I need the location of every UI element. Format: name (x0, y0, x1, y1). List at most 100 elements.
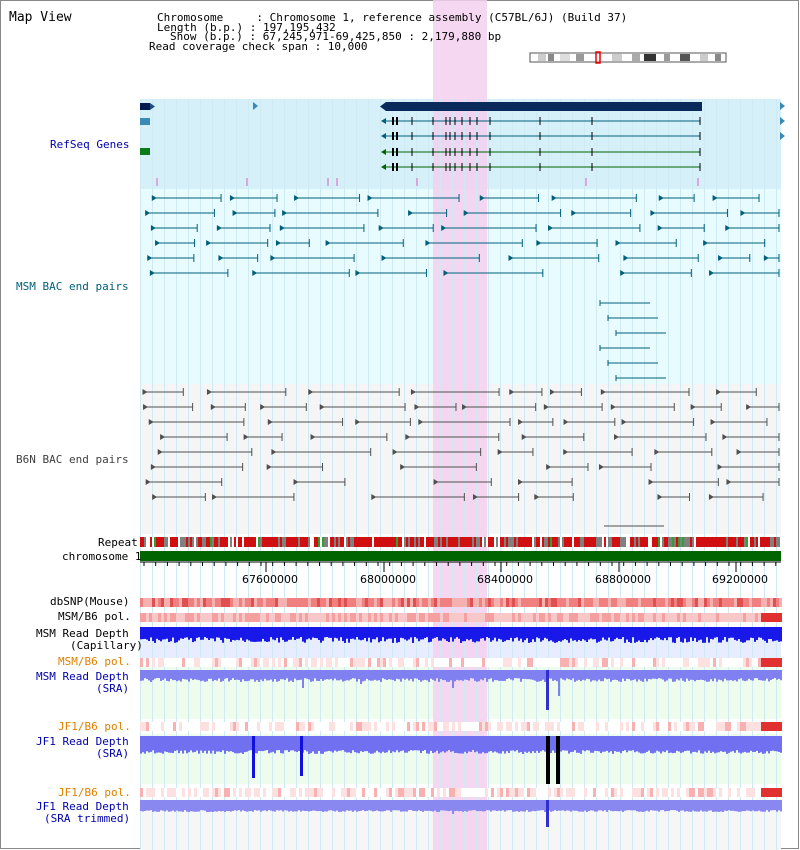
jf1-depth-sra-bar (226, 736, 228, 751)
msm-b6-pol-cell (662, 613, 665, 622)
dbsnp-cell (194, 598, 197, 607)
dbsnp-cell (569, 598, 572, 607)
msm-depth-cap-bar (636, 627, 638, 642)
jf1-b6-pol-cell (671, 788, 674, 797)
msm-depth-cap-bar (178, 627, 180, 641)
jf1-depth-sra-bar (724, 736, 726, 752)
jf1-depth-trim-bar (354, 800, 356, 811)
jf1-depth-trim-bar (334, 800, 336, 812)
jf1-depth-trim-bar (608, 800, 610, 811)
msm-b6-pol-cell (698, 613, 701, 622)
msm-depth-sra-bar (222, 670, 224, 681)
msm-depth-cap-bar (328, 627, 330, 638)
repeat-block (408, 537, 410, 547)
jf1-depth-sra-bar (420, 736, 422, 754)
jf1-depth-trim-bar (696, 800, 698, 812)
jf1-depth-trim-bar (520, 800, 522, 812)
msm-b6-pol-cell (173, 613, 176, 622)
jf1-depth-sra-bar (624, 736, 626, 751)
msm-depth-cap-bar (216, 627, 218, 638)
jf1-depth-trim-bar (722, 800, 724, 812)
msm-b6-pol-cell (362, 658, 365, 667)
refseq-gene-arrow (150, 103, 155, 110)
jf1-depth-trim-bar (330, 800, 332, 811)
jf1-depth-trim-bar (756, 800, 758, 812)
msm-depth-sra-bar (562, 670, 564, 680)
msm-b6-pol-cell (170, 613, 173, 622)
jf1-depth-sra-bar (452, 736, 454, 752)
msm-depth-sra-bar (406, 670, 408, 679)
msm-depth-cap-bar (430, 627, 432, 642)
msm-depth-sra-bar (304, 670, 306, 679)
msm-b6-pol-cell (260, 613, 263, 622)
track-label-jf1-depth-sra-sub: (SRA) (96, 747, 130, 760)
msm-b6-pol-cell (230, 613, 233, 622)
msm-b6-pol-cell (518, 658, 521, 667)
jf1-b6-pol-cell (680, 722, 683, 731)
repeat-block (434, 537, 436, 547)
msm-depth-sra-bar (262, 670, 264, 682)
jf1-depth-sra-bar (524, 736, 526, 752)
refseq-gene-arrow (780, 102, 785, 110)
msm-depth-sra-bar (368, 670, 370, 681)
msm-depth-cap-bar (360, 627, 362, 641)
msm-depth-sra-bar (454, 670, 456, 682)
msm-depth-sra-bar (474, 670, 476, 681)
msm-depth-cap-bar (730, 627, 732, 638)
jf1-depth-trim-bar (176, 800, 178, 811)
dbsnp-cell (197, 598, 200, 607)
jf1-depth-trim-bar (688, 800, 690, 812)
jf1-b6-pol-cell (368, 788, 371, 797)
b6n-bac-pair-end (648, 479, 654, 485)
msm-b6-pol-cell (641, 658, 644, 667)
jf1-depth-trim-bar (350, 800, 352, 811)
msm-b6-pol-cell (215, 658, 218, 667)
jf1-depth-sra-bar (152, 736, 154, 751)
msm-depth-sra-bar (570, 670, 572, 681)
track-label-msm-bac[interactable]: MSM BAC end pairs (16, 280, 129, 293)
jf1-b6-pol-cell (212, 722, 215, 731)
jf1-depth-sra-bar (518, 736, 520, 753)
msm-depth-sra-bar (702, 670, 704, 680)
jf1-depth-trim-bar (182, 800, 184, 812)
msm-depth-sra-bar (496, 670, 498, 681)
repeat-block (766, 537, 768, 547)
msm-depth-sra-bar (766, 670, 768, 679)
jf1-depth-sra-bar (238, 736, 240, 754)
jf1-depth-sra-bar (308, 736, 310, 754)
msm-depth-sra-bar (494, 670, 496, 681)
track-label-refseq[interactable]: RefSeq Genes (50, 138, 130, 151)
jf1-depth-sra-bar (512, 736, 514, 751)
dbsnp-cell (398, 598, 401, 607)
msm-b6-pol-cell (476, 658, 479, 667)
jf1-depth-sra-bar (334, 736, 336, 751)
jf1-b6-pol-cell (227, 722, 230, 731)
repeat-block (676, 537, 678, 547)
b6n-bac-pair-end (708, 494, 714, 500)
msm-b6-pol-cell (431, 658, 434, 667)
dbsnp-cell (482, 598, 485, 607)
jf1-depth-sra-bar (398, 736, 400, 753)
jf1-b6-pol-cell (608, 722, 611, 731)
msm-depth-sra-bar (206, 670, 208, 682)
msm-b6-pol-cell (737, 658, 740, 667)
track-label-b6n-bac[interactable]: B6N BAC end pairs (16, 453, 129, 466)
msm-depth-sra-bar (622, 670, 624, 679)
repeat-block (628, 537, 630, 547)
msm-b6-pol-cell (446, 613, 449, 622)
jf1-b6-pol-cell (602, 722, 605, 731)
jf1-depth-sra-bar (718, 736, 720, 753)
msm-b6-pol-cell (734, 613, 737, 622)
msm-depth-sra-bar (654, 670, 656, 679)
jf1-b6-pol-cell (578, 788, 581, 797)
msm-bac-pair-end (441, 225, 447, 231)
jf1-b6-pol-cell (380, 788, 383, 797)
jf1-b6-pol-cell (470, 722, 473, 731)
msm-b6-pol-cell (581, 658, 584, 667)
jf1-b6-pol-cell (161, 788, 164, 797)
msm-b6-pol-cell (260, 658, 263, 667)
jf1-b6-pol-cell (365, 788, 368, 797)
repeat-block (672, 537, 674, 547)
jf1-depth-trim-bar (250, 800, 252, 812)
